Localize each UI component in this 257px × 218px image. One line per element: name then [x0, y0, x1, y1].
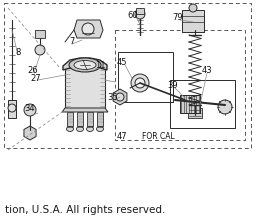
Bar	[118, 52, 173, 102]
Bar	[182, 10, 204, 32]
Ellipse shape	[77, 126, 84, 131]
Bar	[180, 95, 200, 113]
Circle shape	[135, 9, 145, 19]
Text: 47: 47	[117, 131, 127, 140]
Bar	[115, 30, 245, 140]
Ellipse shape	[67, 126, 74, 131]
Bar	[87, 112, 93, 126]
Bar	[77, 112, 83, 126]
Ellipse shape	[69, 58, 101, 72]
Bar	[4, 3, 251, 148]
Text: 35: 35	[108, 92, 118, 102]
Polygon shape	[62, 108, 108, 112]
Text: 34: 34	[25, 104, 35, 112]
Circle shape	[24, 104, 36, 116]
Polygon shape	[74, 20, 103, 38]
Bar	[8, 100, 16, 118]
Circle shape	[8, 104, 16, 112]
Text: 7: 7	[69, 37, 75, 46]
Circle shape	[35, 45, 45, 55]
Polygon shape	[63, 58, 107, 70]
Text: 60: 60	[128, 12, 138, 20]
Bar	[188, 108, 202, 118]
Bar	[97, 112, 103, 126]
Polygon shape	[65, 68, 105, 108]
Circle shape	[135, 78, 145, 88]
Bar	[136, 8, 144, 14]
Bar	[170, 80, 235, 128]
Text: 27: 27	[31, 73, 41, 82]
Circle shape	[116, 93, 124, 101]
Ellipse shape	[87, 126, 94, 131]
Ellipse shape	[96, 126, 104, 131]
Polygon shape	[24, 126, 36, 140]
Ellipse shape	[74, 61, 96, 70]
Text: 43: 43	[202, 65, 212, 75]
Text: 45: 45	[117, 58, 127, 66]
Bar	[35, 30, 45, 38]
Text: 8: 8	[15, 48, 21, 56]
Circle shape	[131, 74, 149, 92]
Circle shape	[218, 100, 232, 114]
Text: tion, U.S.A. All rights reserved.: tion, U.S.A. All rights reserved.	[5, 205, 165, 215]
Text: 39: 39	[168, 80, 178, 90]
Circle shape	[82, 23, 94, 35]
Polygon shape	[113, 89, 127, 105]
Text: 11: 11	[95, 61, 105, 70]
Bar	[67, 112, 73, 126]
Text: 26: 26	[28, 65, 38, 75]
Text: FOR CAL: FOR CAL	[142, 131, 175, 140]
Circle shape	[189, 4, 197, 12]
Text: 79: 79	[173, 14, 183, 22]
